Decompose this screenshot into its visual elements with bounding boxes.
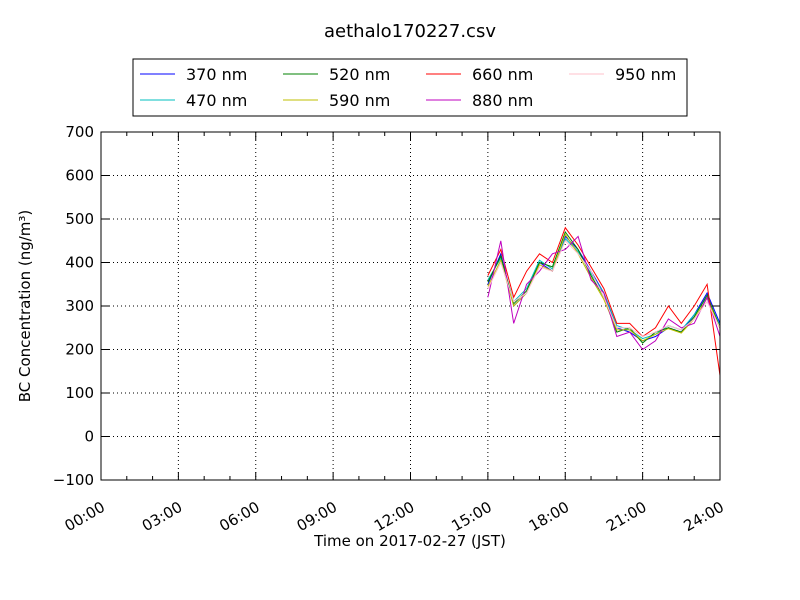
legend-label: 660 nm bbox=[472, 65, 533, 84]
y-tick-label: 300 bbox=[65, 297, 94, 315]
legend: 370 nm 470 nm 520 nm 590 nm 660 nm 880 nm 950 … bbox=[132, 58, 688, 117]
y-axis-label: BC Concentration (ng/m³) bbox=[16, 210, 34, 403]
y-tick-label: 700 bbox=[65, 123, 94, 141]
y-tick-label: 500 bbox=[65, 210, 94, 228]
y-tick-label: −100 bbox=[53, 471, 94, 489]
y-tick-label: 600 bbox=[65, 167, 94, 185]
y-tick-label: 400 bbox=[65, 254, 94, 272]
legend-box bbox=[132, 58, 688, 117]
x-axis-label: Time on 2017-02-27 (JST) bbox=[313, 532, 506, 550]
y-tick-label: 0 bbox=[84, 428, 94, 446]
chart-title: aethalo170227.csv bbox=[324, 21, 496, 42]
series-line bbox=[487, 235, 721, 351]
series-lines bbox=[487, 226, 721, 376]
legend-label: 880 nm bbox=[472, 91, 533, 110]
legend-label: 470 nm bbox=[186, 91, 247, 110]
y-tick-label: 200 bbox=[65, 341, 94, 359]
y-tick-label: 100 bbox=[65, 384, 94, 402]
legend-label: 520 nm bbox=[329, 65, 390, 84]
series-line bbox=[487, 239, 721, 338]
legend-label: 370 nm bbox=[186, 65, 247, 84]
legend-label: 590 nm bbox=[329, 91, 390, 110]
series-line bbox=[487, 226, 721, 376]
legend-label: 950 nm bbox=[615, 65, 676, 84]
